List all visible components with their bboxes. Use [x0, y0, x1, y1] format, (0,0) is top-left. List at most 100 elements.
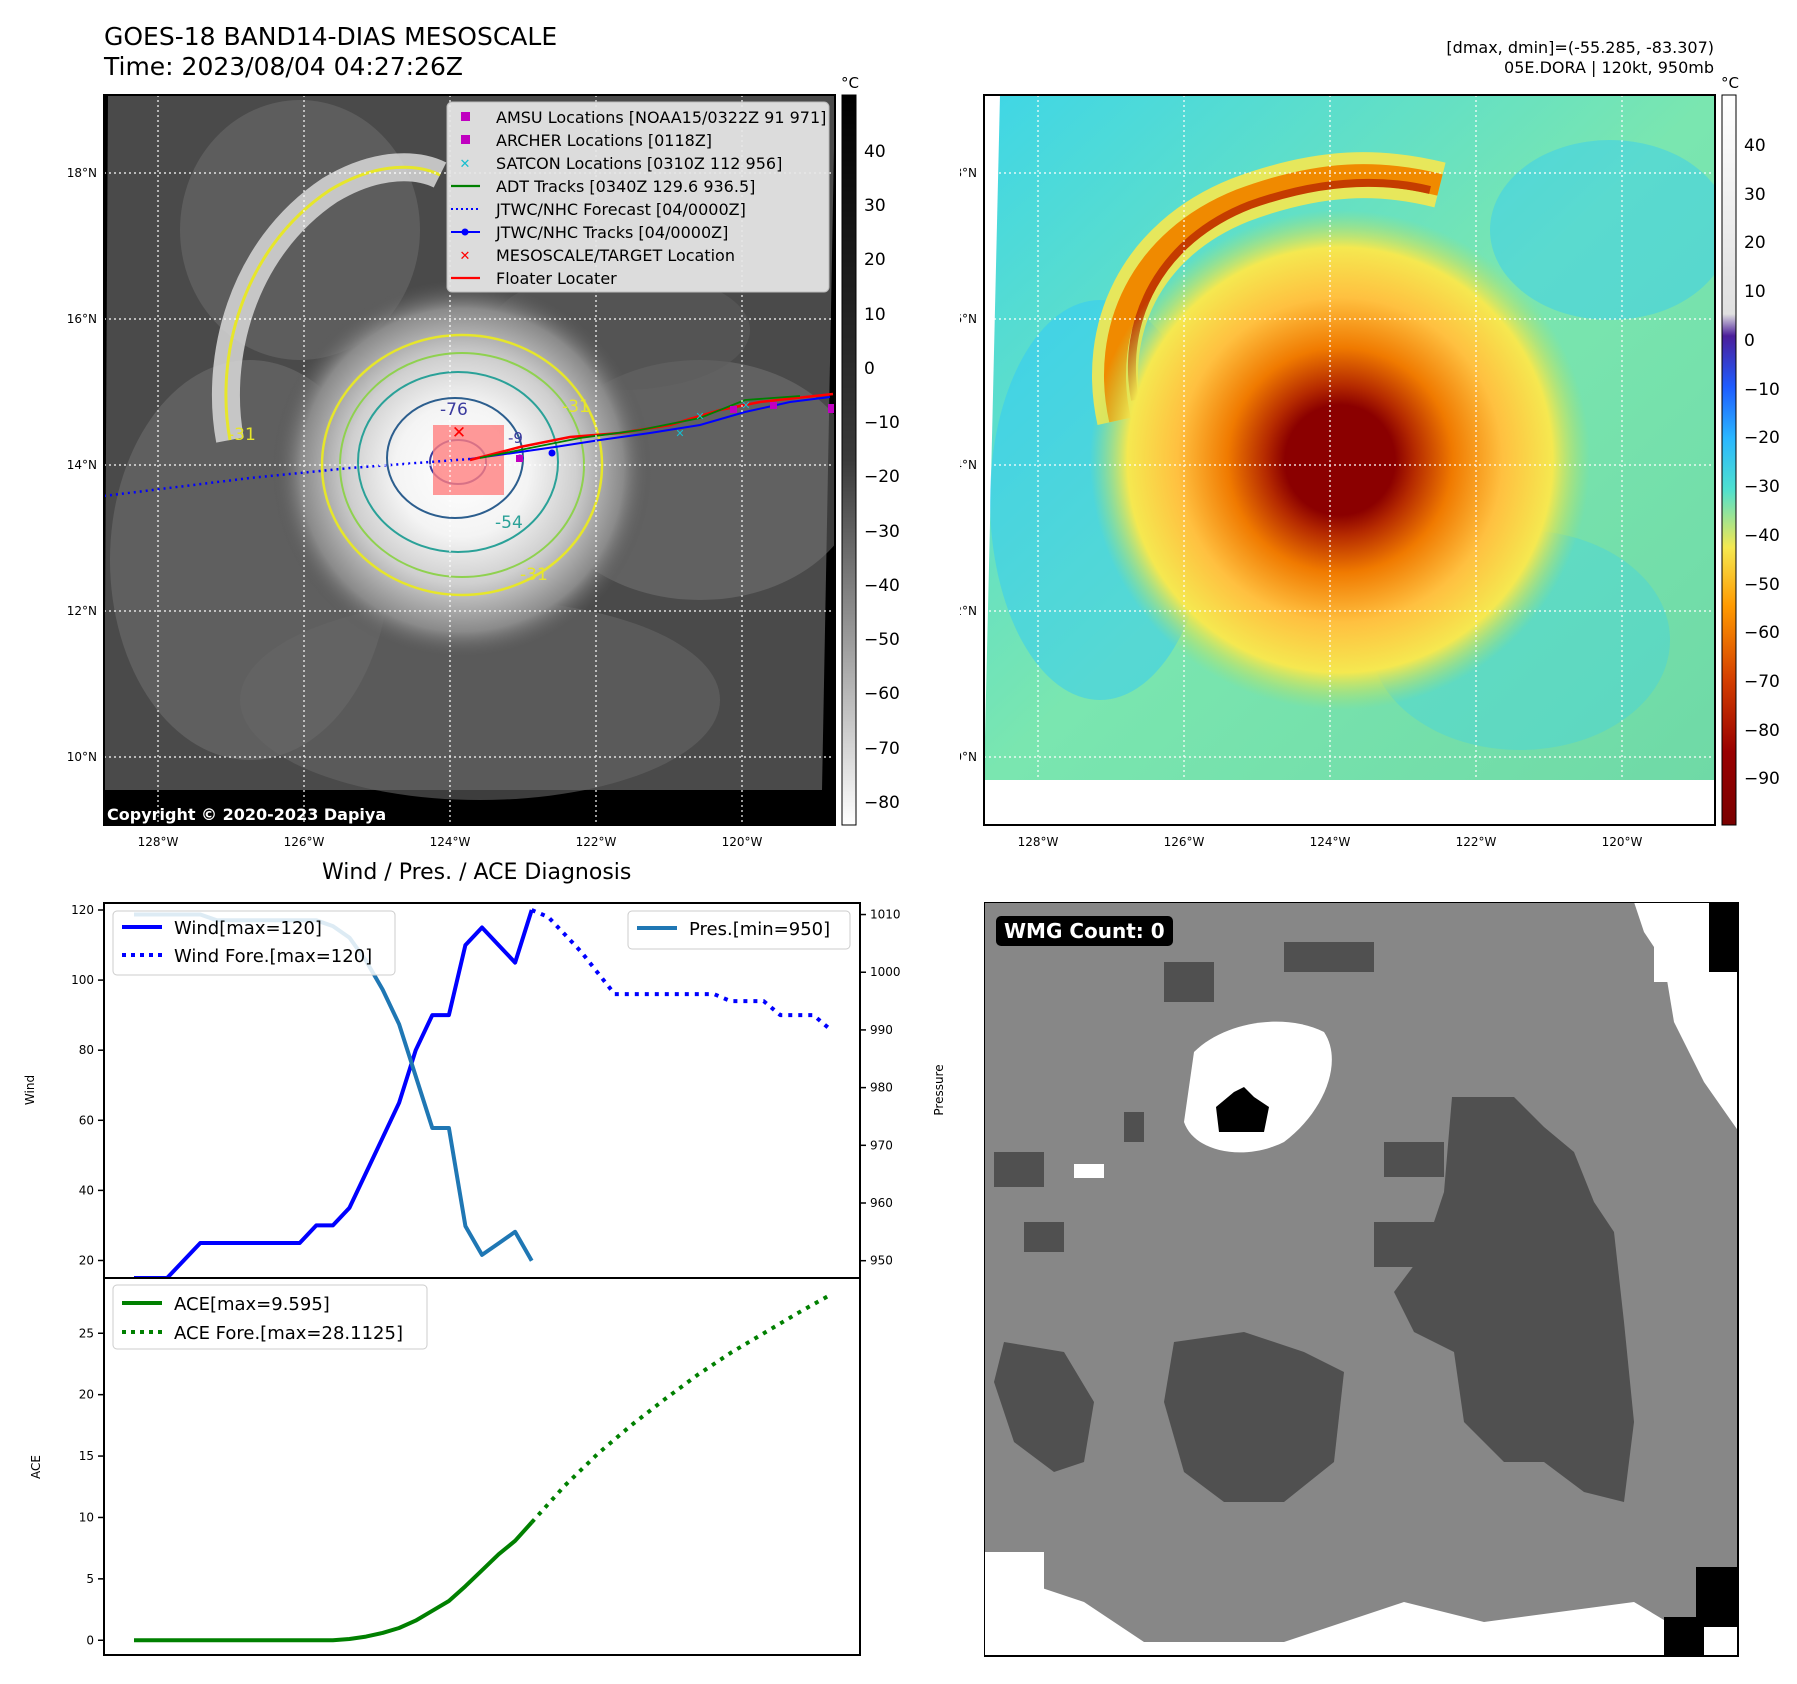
svg-text:128°W: 128°W — [1018, 835, 1059, 849]
svg-text:30: 30 — [864, 196, 886, 216]
svg-text:0: 0 — [1744, 331, 1755, 351]
svg-text:10: 10 — [1744, 282, 1766, 302]
svg-text:128°W: 128°W — [138, 835, 179, 849]
wind-tick-label: 60 — [79, 1113, 94, 1127]
copyright-notice: Copyright © 2020-2023 Dapiya — [107, 805, 387, 824]
ace-tick-label: 15 — [79, 1449, 94, 1463]
contour-label-31a: -31 — [562, 397, 590, 417]
svg-text:124°W: 124°W — [1310, 835, 1351, 849]
legend-label: MESOSCALE/TARGET Location — [496, 246, 735, 265]
svg-text:126°W: 126°W — [284, 835, 325, 849]
ace-tick-label: 0 — [86, 1633, 94, 1647]
range-info: [dmax, dmin]=(-55.285, -83.307) — [1446, 38, 1714, 57]
svg-text:120°W: 120°W — [1602, 835, 1643, 849]
target-marker: ✕ — [452, 423, 466, 443]
pressure-tick-label: 970 — [870, 1138, 893, 1152]
contour-outer-band — [224, 165, 441, 441]
color-lon-labels: 128°W 126°W 124°W 122°W 120°W — [1018, 835, 1643, 849]
pressure-legend: Pres.[min=950] — [627, 910, 851, 950]
svg-text:✕: ✕ — [460, 157, 471, 172]
svg-text:14°N: 14°N — [67, 458, 97, 472]
color-colorbar-ticks: 40 30 20 10 0 −10 −20 −30 −40 −50 −60 −7… — [1744, 136, 1780, 789]
svg-text:−70: −70 — [864, 739, 900, 759]
legend-row: ARCHER Locations [0118Z] — [461, 131, 712, 150]
contour-label-9: -9 — [508, 429, 523, 447]
svg-text:12°N: 12°N — [960, 604, 977, 618]
ace-series-line-1 — [530, 1293, 831, 1524]
color-colorbar — [1721, 94, 1737, 826]
svg-text:✕: ✕ — [460, 249, 471, 264]
legend-row: ✕ MESOSCALE/TARGET Location — [460, 246, 735, 265]
wmg-count-badge: WMG Count: 0 — [996, 916, 1173, 946]
ir-map-frame — [103, 94, 836, 826]
svg-text:126°W: 126°W — [1164, 835, 1205, 849]
svg-text:10°N: 10°N — [67, 750, 97, 764]
legend-ace-fore: ACE Fore.[max=28.1125] — [174, 1323, 403, 1344]
archer-marker — [516, 455, 523, 462]
wmg-eye-black — [1216, 1087, 1269, 1132]
adt-track — [479, 395, 801, 459]
svg-text:✕: ✕ — [741, 399, 750, 412]
legend-label: SATCON Locations [0310Z 112 956] — [496, 154, 782, 173]
ace-tick-label: 20 — [79, 1388, 94, 1402]
wind-tick-label: 100 — [71, 973, 94, 987]
svg-text:124°W: 124°W — [430, 835, 471, 849]
svg-text:12°N: 12°N — [67, 604, 97, 618]
legend-ace: ACE[max=9.595] — [174, 1294, 330, 1315]
svg-text:10: 10 — [864, 305, 886, 325]
plot-title-line2: Time: 2023/08/04 04:27:26Z — [104, 52, 463, 81]
wind-tick-label: 20 — [79, 1253, 94, 1267]
svg-text:−20: −20 — [1744, 428, 1780, 448]
legend-row: JTWC/NHC Forecast [04/0000Z] — [451, 200, 746, 219]
series-line-0 — [134, 909, 534, 1280]
pressure-tick-label: 950 — [870, 1254, 893, 1268]
legend-wind-fore: Wind Fore.[max=120] — [174, 946, 372, 967]
svg-text:−40: −40 — [1744, 526, 1780, 546]
legend-row: ✕ SATCON Locations [0310Z 112 956] — [460, 154, 783, 173]
wmg-gray-region — [984, 902, 1739, 1642]
contour-yellow — [320, 333, 604, 597]
svg-text:18°N: 18°N — [960, 166, 977, 180]
svg-text:−40: −40 — [864, 576, 900, 596]
pressure-ylabel: Pressure — [932, 1064, 946, 1115]
ace-series-line-0 — [134, 1521, 534, 1643]
color-colorbar-unit: °C — [1721, 74, 1739, 92]
map-legend: AMSU Locations [NOAA15/0322Z 91 971] ARCH… — [446, 101, 830, 293]
wmg-black-corners — [1664, 902, 1739, 1657]
legend-wind: Wind[max=120] — [174, 918, 322, 939]
svg-text:122°W: 122°W — [576, 835, 617, 849]
legend-label: JTWC/NHC Tracks [04/0000Z] — [495, 223, 728, 242]
svg-text:−80: −80 — [864, 793, 900, 813]
svg-text:−30: −30 — [1744, 477, 1780, 497]
svg-text:0: 0 — [864, 359, 875, 379]
ir-lat-labels: 18°N 16°N 14°N 12°N 10°N — [67, 166, 97, 764]
wind-tick-label: 80 — [79, 1043, 94, 1057]
svg-text:−90: −90 — [1744, 769, 1780, 789]
svg-text:−10: −10 — [864, 413, 900, 433]
color-map-panel: 18°N 16°N 14°N 12°N 10°N 128°W 126°W 124… — [960, 74, 1780, 849]
ace-tick-label: 5 — [86, 1572, 94, 1586]
wind-tick-label: 120 — [71, 903, 94, 917]
svg-text:−70: −70 — [1744, 672, 1780, 692]
svg-text:−80: −80 — [1744, 721, 1780, 741]
svg-text:40: 40 — [1744, 136, 1766, 156]
pressure-tick-label: 990 — [870, 1023, 893, 1037]
wind-tick-label: 40 — [79, 1183, 94, 1197]
svg-text:−20: −20 — [864, 467, 900, 487]
svg-text:16°N: 16°N — [960, 312, 977, 326]
wmg-dark-patches — [994, 942, 1634, 1502]
svg-text:40: 40 — [864, 142, 886, 162]
legend-label: ARCHER Locations [0118Z] — [496, 131, 712, 150]
svg-text:✕: ✕ — [675, 427, 684, 440]
ace-tick-label: 10 — [79, 1510, 94, 1524]
contour-label-31c: -31 — [228, 425, 256, 445]
svg-text:30: 30 — [1744, 185, 1766, 205]
svg-text:20: 20 — [1744, 233, 1766, 253]
ir-colorbar-ticks: 40 30 20 10 0 −10 −20 −30 −40 −50 −60 −7… — [864, 142, 900, 813]
legend-row: AMSU Locations [NOAA15/0322Z 91 971] — [461, 108, 826, 127]
pressure-tick-label: 1010 — [870, 908, 901, 922]
svg-text:−50: −50 — [1744, 575, 1780, 595]
forecast-track — [104, 457, 471, 498]
legend-label: ADT Tracks [0340Z 129.6 936.5] — [496, 177, 755, 196]
